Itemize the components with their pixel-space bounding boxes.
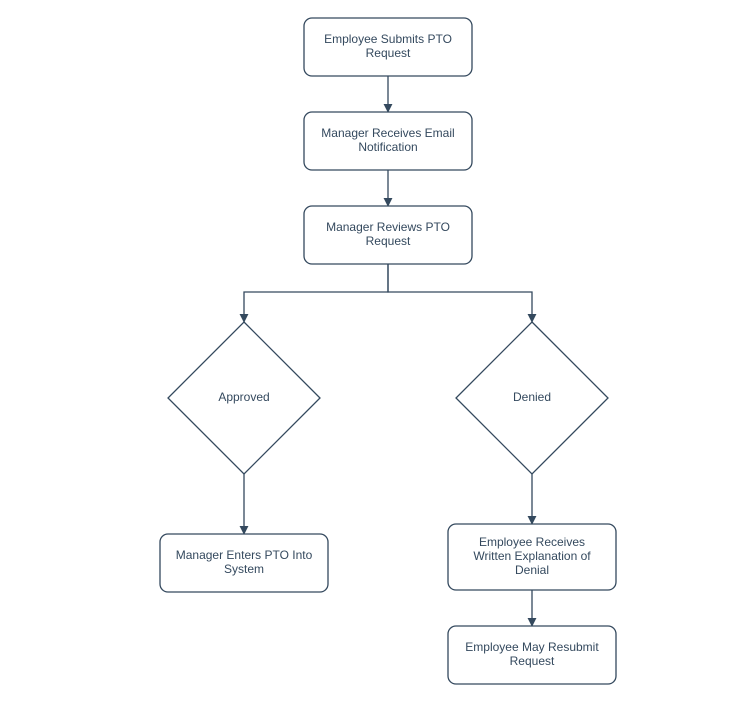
node-n4-label-line-0: Manager Enters PTO Into [176, 548, 313, 562]
edge-n3-d2 [388, 264, 532, 322]
node-n1: Employee Submits PTORequest [304, 18, 472, 76]
node-n3: Manager Reviews PTORequest [304, 206, 472, 264]
node-n5-label-line-0: Employee Receives [479, 535, 585, 549]
node-n1-label-line-0: Employee Submits PTO [324, 32, 452, 46]
node-n5-label-line-1: Written Explanation of [473, 549, 591, 563]
node-d2: Denied [456, 322, 608, 474]
node-n3-label-line-0: Manager Reviews PTO [326, 220, 450, 234]
node-n1-label-line-1: Request [366, 46, 411, 60]
edge-n3-d1 [244, 264, 388, 322]
node-n4-label-line-1: System [224, 562, 264, 576]
flowchart-canvas: Employee Submits PTORequestManager Recei… [0, 0, 753, 723]
node-n5-label-line-2: Denial [515, 563, 549, 577]
node-n6: Employee May ResubmitRequest [448, 626, 616, 684]
node-n2-label-line-0: Manager Receives Email [321, 126, 454, 140]
node-n4: Manager Enters PTO IntoSystem [160, 534, 328, 592]
node-n2: Manager Receives EmailNotification [304, 112, 472, 170]
node-d1: Approved [168, 322, 320, 474]
node-n6-label-line-1: Request [510, 654, 555, 668]
node-n3-label-line-1: Request [366, 234, 411, 248]
node-n5: Employee ReceivesWritten Explanation ofD… [448, 524, 616, 590]
node-d2-label-line-0: Denied [513, 390, 551, 404]
node-n2-label-line-1: Notification [358, 140, 417, 154]
node-d1-label-line-0: Approved [218, 390, 269, 404]
node-n6-label-line-0: Employee May Resubmit [465, 640, 599, 654]
